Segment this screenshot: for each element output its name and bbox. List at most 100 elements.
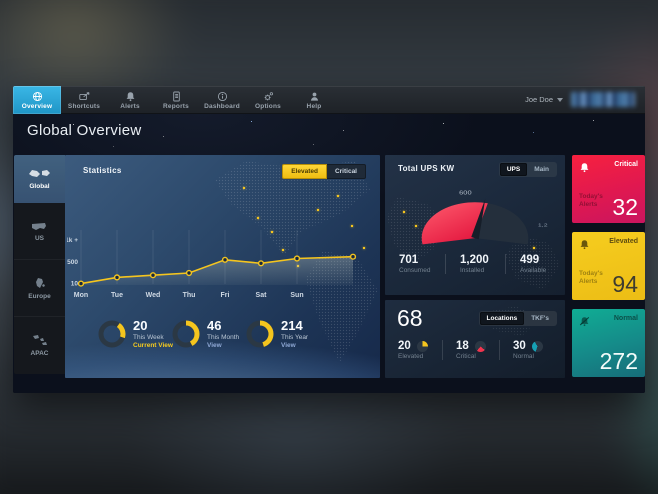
svg-text:Tue: Tue	[111, 292, 123, 299]
donut-sublabel: View	[281, 342, 296, 350]
region-sidebar: Global US Europe	[14, 155, 65, 374]
locations-panel: 68 Locations TKF's 20 Elevated 18 Critic…	[385, 300, 565, 378]
svg-text:Wed: Wed	[146, 292, 161, 299]
ups-panel-title: Total UPS KW	[398, 164, 455, 173]
map-dot	[243, 187, 245, 189]
alert-card-critical[interactable]: Critical Today's Alerts 32	[572, 155, 645, 223]
stat-label: Normal	[513, 353, 534, 360]
map-dot	[351, 225, 353, 227]
donut-chart-icon	[246, 320, 274, 348]
navbar-right: Joe Doe	[525, 86, 645, 113]
tab-overview[interactable]: Overview	[13, 86, 61, 114]
stat-label: Critical	[456, 353, 476, 360]
stat-label: Installed	[460, 267, 485, 274]
page-title: Global Overview	[27, 122, 142, 139]
svg-text:Thu: Thu	[183, 292, 196, 299]
stat-label: Consumed	[399, 267, 431, 274]
gauge-dark-segment	[475, 203, 529, 245]
alert-card-normal[interactable]: Normal 272	[572, 309, 645, 377]
report-icon	[172, 91, 180, 101]
tab-options[interactable]: Options	[245, 86, 291, 114]
tkfs-button[interactable]: TKF's	[531, 315, 549, 322]
map-dot	[282, 249, 284, 251]
apac-map-icon	[32, 335, 47, 345]
bell-icon	[579, 160, 590, 178]
elevated-filter-button[interactable]: Elevated	[282, 164, 327, 179]
sidebar-item-europe[interactable]: Europe	[14, 260, 65, 317]
tab-alerts[interactable]: Alerts	[107, 86, 153, 114]
sidebar-item-us[interactable]: US	[14, 203, 65, 260]
earth-glow	[65, 292, 380, 378]
region-sidebar-rest: US Europe APAC	[14, 203, 65, 374]
svg-text:Sat: Sat	[256, 292, 268, 299]
loc-stat-critical: 18 Critical	[442, 340, 499, 360]
locations-toggle-group: Locations TKF's	[478, 311, 557, 326]
donut-row: 20 This Week Current View 46 This Month …	[65, 318, 380, 367]
user-menu[interactable]: Joe Doe	[525, 95, 563, 104]
pie-icon-normal	[531, 340, 543, 352]
redacted-logo	[571, 92, 635, 107]
gauge-needle	[471, 198, 486, 240]
ups-toggle-button[interactable]: UPS	[499, 163, 528, 176]
donut-label: This Year	[281, 334, 309, 342]
tab-label: Dashboard	[204, 102, 240, 110]
sidebar-item-label: APAC	[30, 350, 49, 357]
bell-icon	[579, 237, 590, 255]
person-icon	[310, 92, 318, 101]
tab-label: Reports	[163, 102, 189, 110]
map-dot	[533, 247, 535, 249]
tab-label: Shortcuts	[67, 102, 101, 110]
chevron-down-icon	[557, 97, 563, 102]
tab-shortcuts[interactable]: Shortcuts	[61, 86, 107, 114]
donut-this-year[interactable]: 214 This Year View	[245, 318, 309, 350]
statistics-panel: Statistics Elevated Critical Mon Tue Wed Th…	[65, 155, 380, 378]
donut-value: 46	[207, 318, 222, 333]
gauge-right-label: 1,2	[538, 223, 548, 228]
stat-value: 18	[456, 340, 469, 352]
map-dot	[271, 231, 273, 233]
bell-muted-icon	[579, 314, 590, 332]
loc-stat-normal: 30 Normal	[499, 340, 556, 360]
donut-chart-icon	[172, 320, 200, 348]
sidebar-item-apac[interactable]: APAC	[14, 317, 65, 374]
globe-icon	[32, 91, 42, 101]
locations-total: 68	[397, 305, 423, 331]
sidebar-item-global[interactable]: Global	[14, 155, 65, 203]
world-map-icon	[28, 170, 50, 177]
star-field	[13, 114, 14, 115]
donut-sublabel: View	[207, 342, 222, 350]
tab-help[interactable]: Help	[291, 86, 337, 114]
svg-text:1k +: 1k +	[67, 237, 78, 244]
user-name: Joe Doe	[525, 95, 553, 104]
severity-filter-group: Elevated Critical	[282, 164, 366, 179]
main-toggle-button[interactable]: Main	[534, 166, 549, 173]
tab-label: Alerts	[120, 102, 140, 110]
card-severity: Elevated	[609, 238, 638, 245]
stat-value: 499	[520, 254, 540, 266]
alert-card-elevated[interactable]: Elevated Today's Alerts 94	[572, 232, 645, 300]
donut-this-month[interactable]: 46 This Month View	[171, 318, 239, 350]
tab-label: Options	[255, 102, 281, 110]
info-icon	[217, 91, 227, 101]
ups-stats-row: 701 Consumed 1,200 Installed 499 Availab…	[385, 254, 565, 274]
svg-text:Sun: Sun	[290, 292, 303, 299]
ups-gauge-chart: 600 1,2	[421, 190, 548, 245]
critical-filter-button[interactable]: Critical	[326, 164, 366, 179]
locations-button[interactable]: Locations	[479, 312, 525, 325]
ups-stat-consumed: 701 Consumed	[385, 254, 445, 274]
stat-value: 20	[398, 340, 411, 352]
sidebar-item-label: US	[34, 234, 45, 242]
top-navbar: Overview Shortcuts Alerts Reports	[13, 86, 645, 114]
stat-value: 1,200	[460, 254, 489, 266]
gauge-top-label: 600	[459, 190, 472, 196]
stat-value: 701	[399, 254, 419, 266]
map-dot	[363, 247, 365, 249]
us-map-icon	[31, 222, 46, 230]
total-ups-panel: Total UPS KW UPS Main 600 1,2 701 Consum…	[385, 155, 565, 295]
tab-reports[interactable]: Reports	[153, 86, 199, 114]
donut-label: This Week	[133, 334, 164, 342]
statistics-title: Statistics	[83, 166, 122, 175]
tab-dashboard[interactable]: Dashboard	[199, 86, 245, 114]
donut-this-week[interactable]: 20 This Week Current View	[97, 318, 173, 349]
ups-toggle-group: UPS Main	[498, 162, 557, 177]
